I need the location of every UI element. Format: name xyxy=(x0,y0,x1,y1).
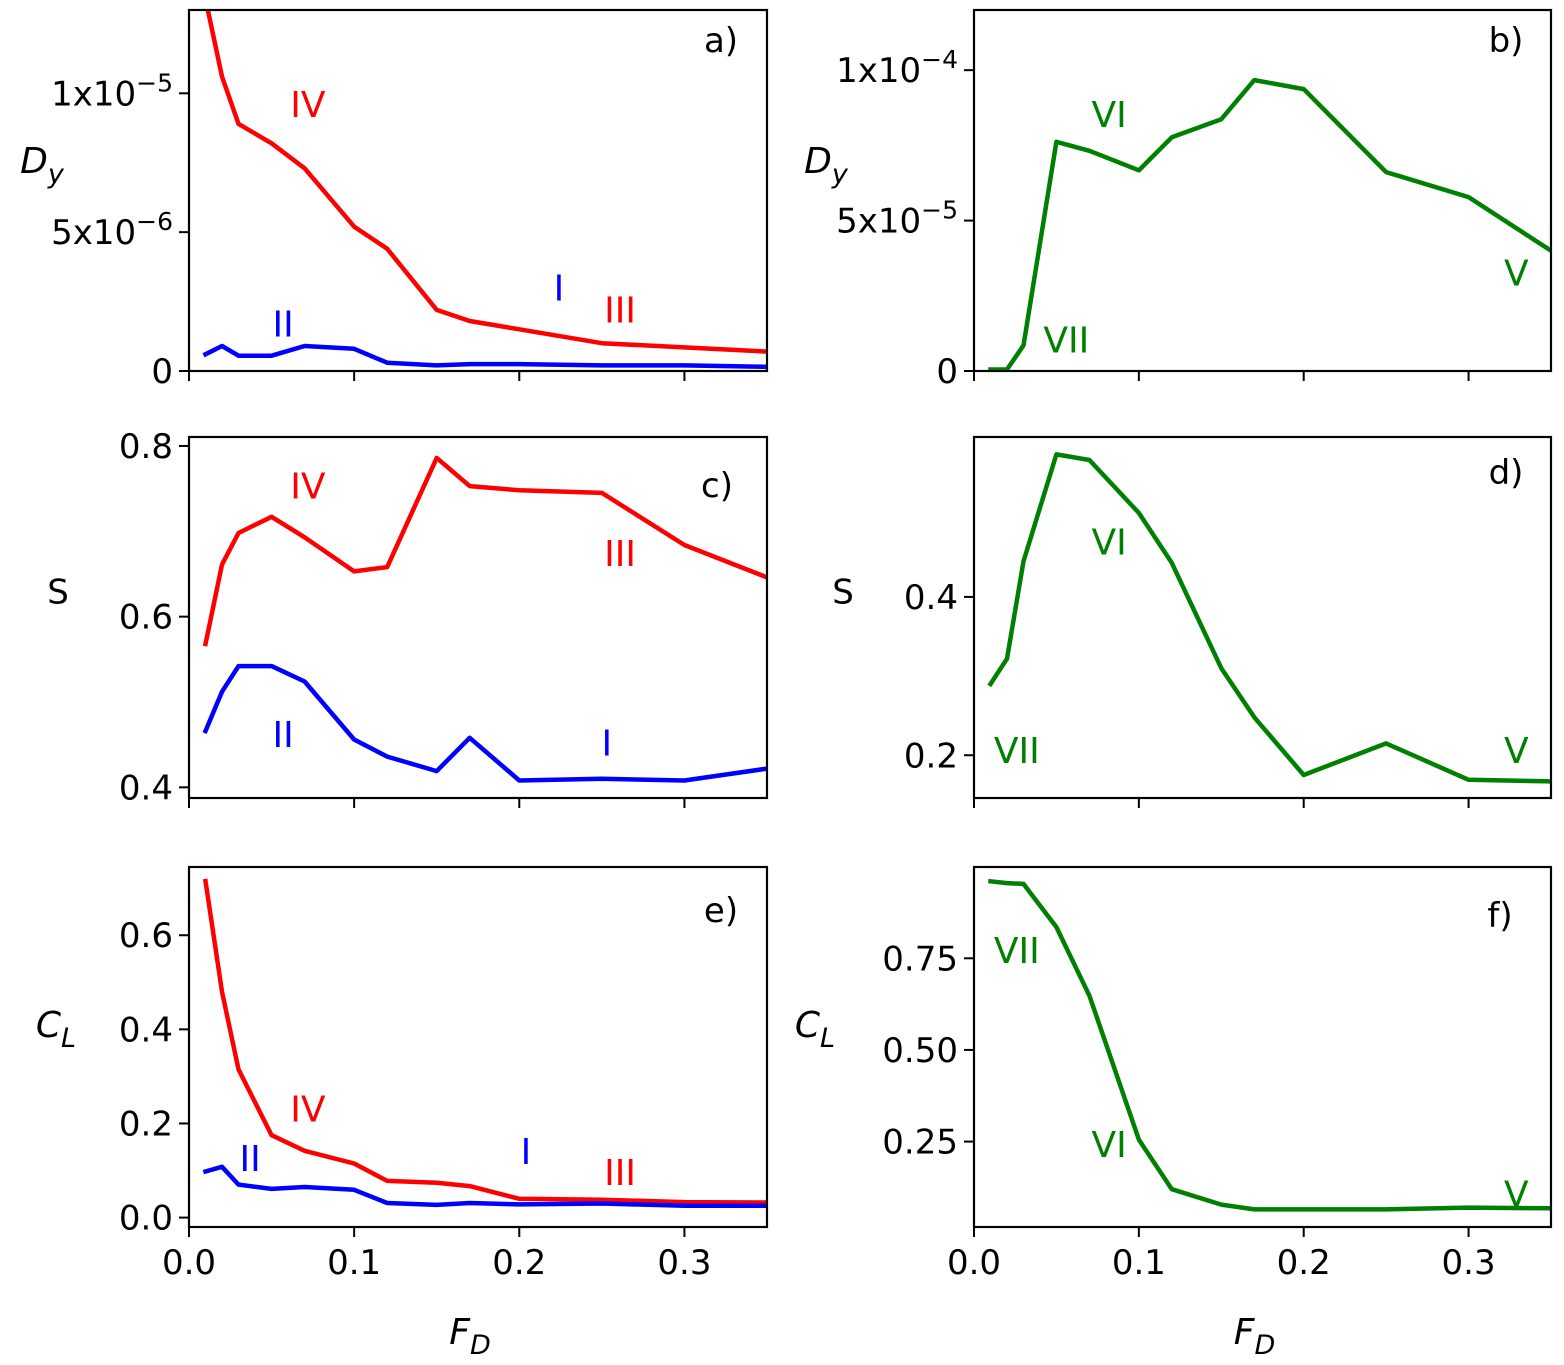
panel-label: b) xyxy=(1489,21,1524,61)
y-tick-label: 0.25 xyxy=(882,1123,958,1163)
series-line-blue xyxy=(202,343,767,370)
regime-annotation: VI xyxy=(1092,1125,1127,1166)
regime-annotation: V xyxy=(1504,253,1529,294)
y-axis-label: Dy xyxy=(20,141,65,190)
x-tick-label: 0.0 xyxy=(162,1243,216,1283)
axes-frame xyxy=(187,865,769,1229)
series-line-red xyxy=(205,10,767,354)
y-tick-label: 0.4 xyxy=(119,768,173,808)
regime-annotation: I xyxy=(601,724,612,765)
y-axis-label: CL xyxy=(36,1005,76,1054)
regime-annotation: I xyxy=(521,1132,532,1173)
x-tick-label: 0.0 xyxy=(947,1243,1001,1283)
series-line-green xyxy=(987,452,1551,784)
y-axis-label: S xyxy=(832,573,854,613)
series-line-green xyxy=(988,878,1551,1212)
axes-frame xyxy=(972,865,1553,1229)
panel-b: 0 5x10−5 1x10−4 Dy b) VI VII V xyxy=(804,8,1553,392)
y-axis-label: CL xyxy=(795,1005,835,1054)
regime-annotation: VII xyxy=(994,731,1040,772)
y-tick-label: 0 xyxy=(936,352,958,392)
regime-annotation: I xyxy=(554,268,565,309)
series-line-red xyxy=(202,878,767,1205)
y-tick-label: 0.6 xyxy=(119,916,173,956)
regime-annotation: III xyxy=(604,291,636,332)
series-line-blue xyxy=(202,663,767,783)
regime-annotation: II xyxy=(239,1139,260,1180)
panel-label: d) xyxy=(1489,453,1524,493)
regime-annotation: IV xyxy=(290,85,326,126)
regime-annotation: V xyxy=(1504,731,1529,772)
y-tick-label: 0 xyxy=(151,352,173,392)
regime-annotation: IV xyxy=(290,467,326,508)
panel-f: 0.0 0.1 0.2 0.3 0.25 0.50 0.75 CL FD f) VII VI V xyxy=(795,865,1553,1361)
panel-d: 0.2 0.4 Sd) VI VII V xyxy=(832,435,1553,808)
x-tick-label: 0.2 xyxy=(492,1243,546,1283)
regime-annotation: VII xyxy=(1043,320,1089,361)
y-tick-label: 5x10−5 xyxy=(836,196,958,242)
regime-annotation: II xyxy=(273,305,294,346)
regime-annotation: III xyxy=(604,534,636,575)
axes-frame xyxy=(972,8,1553,373)
y-tick-label: 0.2 xyxy=(904,736,958,776)
series-line-blue xyxy=(202,1164,767,1209)
series-line-red xyxy=(202,455,767,647)
y-axis-label: Dy xyxy=(804,141,849,190)
regime-annotation: III xyxy=(604,1153,636,1194)
x-tick-label: 0.2 xyxy=(1277,1243,1331,1283)
x-tick-label: 0.3 xyxy=(657,1243,711,1283)
y-tick-label: 0.50 xyxy=(882,1031,958,1071)
x-tick-label: 0.1 xyxy=(1112,1243,1166,1283)
y-tick-label: 0.4 xyxy=(119,1010,173,1050)
regime-annotation: IV xyxy=(290,1090,326,1131)
regime-annotation: V xyxy=(1504,1175,1529,1216)
panel-label: f) xyxy=(1487,896,1512,936)
axes-frame xyxy=(187,8,769,373)
panel-label: c) xyxy=(701,466,733,506)
y-axis-label: S xyxy=(47,573,69,613)
y-tick-label: 1x10−4 xyxy=(836,45,958,91)
y-tick-label: 5x10−6 xyxy=(51,207,173,253)
y-tick-label: 0.4 xyxy=(904,578,958,618)
x-tick-label: 0.1 xyxy=(327,1243,381,1283)
y-tick-label: 0.0 xyxy=(119,1199,173,1239)
x-tick-label: 0.3 xyxy=(1442,1243,1496,1283)
regime-annotation: VII xyxy=(994,931,1040,972)
axes-frame xyxy=(972,435,1553,800)
regime-annotation: VI xyxy=(1092,95,1127,136)
panel-label: a) xyxy=(704,21,738,61)
y-tick-label: 0.75 xyxy=(882,939,958,979)
x-axis-label: FD xyxy=(449,1312,491,1361)
panel-label: e) xyxy=(704,891,738,931)
x-axis-label: FD xyxy=(1234,1312,1276,1361)
y-tick-label: 0.8 xyxy=(119,427,173,467)
y-tick-label: 0.6 xyxy=(119,598,173,638)
regime-annotation: VI xyxy=(1092,523,1127,564)
y-tick-label: 1x10−5 xyxy=(51,68,173,114)
regime-annotation: II xyxy=(273,715,294,756)
y-tick-label: 0.2 xyxy=(119,1104,173,1144)
series-line-green xyxy=(988,77,1551,371)
